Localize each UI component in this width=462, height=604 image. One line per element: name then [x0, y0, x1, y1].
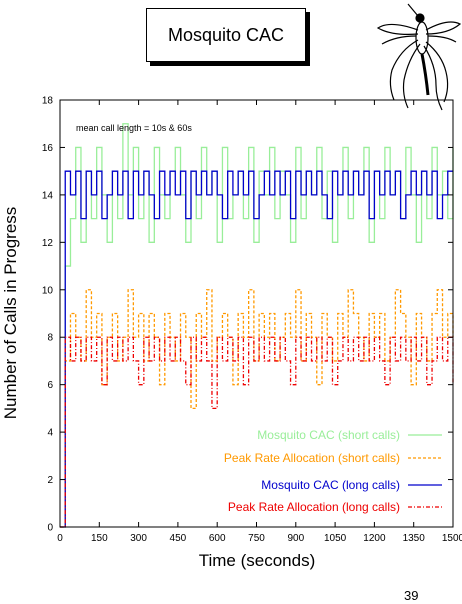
y-tick-label: 8 — [47, 333, 53, 344]
legend-label-2: Peak Rate Allocation (short calls) — [224, 451, 400, 465]
mosquito-illustration — [376, 3, 462, 111]
x-tick-label: 600 — [209, 533, 226, 544]
slide-title-box: Mosquito CAC — [146, 8, 306, 62]
slide-title: Mosquito CAC — [167, 24, 285, 45]
legend-label-1: Mosquito CAC (short calls) — [257, 428, 400, 442]
x-tick-label: 150 — [91, 533, 108, 544]
series-line-1 — [60, 123, 454, 528]
y-axis-label: Number of Calls in Progress — [1, 207, 20, 420]
y-tick-label: 12 — [42, 238, 54, 249]
y-tick-label: 18 — [42, 96, 54, 107]
y-tick-label: 16 — [42, 143, 54, 154]
y-tick-label: 10 — [42, 285, 54, 296]
x-tick-label: 1500 — [442, 533, 462, 544]
x-tick-label: 900 — [287, 533, 304, 544]
y-tick-label: 14 — [42, 190, 54, 201]
x-tick-label: 1200 — [363, 533, 386, 544]
y-tick-label: 2 — [47, 475, 53, 486]
x-tick-label: 300 — [130, 533, 147, 544]
legend-label-3: Mosquito CAC (long calls) — [261, 478, 400, 492]
x-tick-label: 450 — [170, 533, 187, 544]
y-tick-label: 6 — [47, 380, 53, 391]
x-tick-label: 1350 — [403, 533, 426, 544]
series-line-2 — [60, 289, 454, 528]
y-tick-label: 0 — [47, 523, 53, 534]
series-line-3 — [60, 170, 453, 528]
legend: Mosquito CAC (short calls) Peak Rate Allo… — [224, 428, 442, 514]
x-tick-label: 0 — [57, 533, 63, 544]
legend-label-4: Peak Rate Allocation (long calls) — [228, 500, 400, 514]
y-tick-label: 4 — [47, 428, 53, 439]
axis-layer: 0 150 300 450 600 750 900 1050 1200 1350 1500 0 2 4 6 8… — [42, 96, 462, 545]
x-tick-label: 750 — [248, 533, 265, 544]
page-number: 39 — [404, 588, 419, 603]
chart-annotation: mean call length = 10s & 60s — [76, 123, 192, 133]
x-tick-label: 1050 — [324, 533, 347, 544]
x-axis-label: Time (seconds) — [199, 551, 316, 570]
series-layer — [60, 123, 454, 528]
